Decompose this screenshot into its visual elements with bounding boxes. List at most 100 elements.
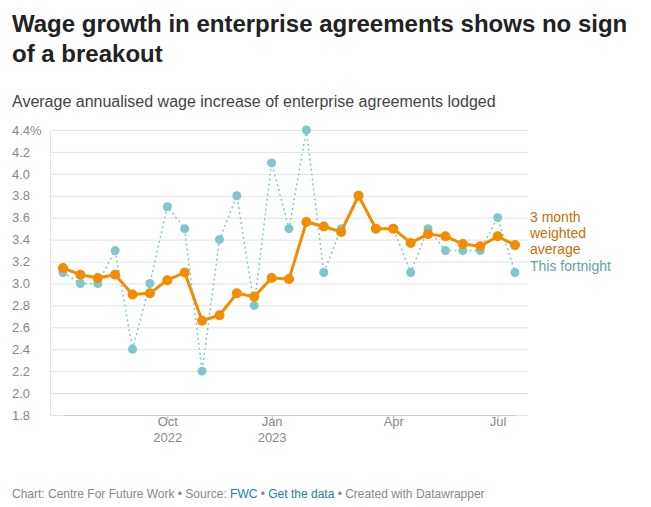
text-line: Wage growth in enterprise agreements sho…	[12, 10, 627, 37]
series	[59, 126, 520, 376]
y-tick-label: 3.6	[12, 210, 30, 225]
point	[76, 279, 85, 288]
point	[441, 246, 450, 255]
text-line: 2022	[153, 430, 182, 445]
y-tick: 4.2	[12, 145, 528, 160]
point	[197, 316, 207, 326]
point	[162, 275, 172, 285]
y-tick-label: 2.4	[12, 342, 30, 357]
point	[423, 229, 433, 239]
grid-line	[50, 371, 528, 372]
grid-line	[50, 174, 528, 175]
chart-title: Wage growth in enterprise agreements sho…	[12, 10, 627, 67]
y-tick: 3.6	[12, 210, 528, 225]
point	[371, 224, 380, 233]
footer-part: Get the data	[268, 487, 334, 501]
point	[267, 158, 276, 167]
x-tick: Jul	[490, 414, 507, 429]
point	[389, 224, 398, 233]
point	[319, 221, 329, 231]
y-tick-label: 3.2	[12, 254, 30, 269]
point	[232, 288, 242, 298]
series-line	[63, 196, 515, 321]
y-tick-label: 3.4	[12, 232, 30, 247]
footer-part: • Created with Datawrapper	[334, 487, 484, 501]
point	[267, 273, 277, 283]
series	[58, 191, 520, 326]
point	[475, 241, 485, 251]
grid-line	[50, 262, 528, 263]
text-line: Apr	[384, 414, 405, 429]
chart-subtitle: Average annualised wage increase of ente…	[12, 93, 496, 110]
point	[388, 224, 398, 234]
series-label: This fortnight	[530, 258, 611, 274]
x-tick-label: Jan2023	[258, 414, 287, 445]
y-tick: 3.2	[12, 254, 528, 269]
grid-line	[50, 349, 528, 350]
point	[285, 224, 294, 233]
point	[128, 345, 137, 354]
chart-container: Wage growth in enterprise agreements sho…	[0, 0, 651, 507]
point	[371, 224, 381, 234]
y-tick: 3.8	[12, 188, 528, 203]
grid-line	[50, 218, 528, 219]
point	[180, 224, 189, 233]
y-tick-label: 4.0	[12, 167, 30, 182]
x-tick-label: Apr	[384, 414, 405, 429]
point	[493, 231, 503, 241]
point	[110, 270, 120, 280]
y-tick: 2.0	[12, 386, 528, 401]
grid-line	[50, 327, 528, 328]
y-tick-label: 3.8	[12, 188, 30, 203]
text-line: Jan	[262, 414, 283, 429]
point	[458, 239, 468, 249]
x-tick: Oct2022	[153, 414, 182, 445]
plot-area	[58, 126, 520, 376]
text-line: 2023	[258, 430, 287, 445]
point	[440, 231, 450, 241]
text-line: Jul	[490, 414, 507, 429]
text-line: 3 month	[530, 209, 581, 225]
point	[354, 191, 364, 201]
series-line	[63, 130, 515, 371]
y-axis: 1.82.02.22.42.62.83.03.23.43.63.84.04.24…	[12, 123, 528, 423]
footer: Chart: Centre For Future Work • Source: …	[12, 487, 485, 501]
grid-line	[50, 130, 528, 131]
x-tick: Apr	[384, 414, 405, 429]
footer-part: FWC	[230, 487, 258, 501]
text-line: This fortnight	[530, 258, 611, 274]
y-tick-label: 2.2	[12, 364, 30, 379]
point	[111, 246, 120, 255]
point	[93, 273, 103, 283]
y-tick: 4.4%	[12, 123, 528, 138]
grid-line	[50, 393, 528, 394]
point	[145, 288, 155, 298]
x-tick-label: Jul	[490, 414, 507, 429]
point	[406, 268, 415, 277]
point	[336, 227, 346, 237]
point	[493, 213, 502, 222]
x-tick-label: Oct2022	[153, 414, 182, 445]
y-tick: 2.8	[12, 298, 528, 313]
point	[163, 202, 172, 211]
y-tick-label: 3.0	[12, 276, 30, 291]
grid-line	[50, 415, 528, 416]
point	[215, 235, 224, 244]
point	[406, 238, 416, 248]
point	[510, 240, 520, 250]
point	[232, 191, 241, 200]
y-tick-label: 2.6	[12, 320, 30, 335]
point	[319, 268, 328, 277]
text-line: of a breakout	[12, 40, 163, 67]
y-axis-line	[50, 131, 51, 416]
point	[249, 292, 259, 302]
point	[145, 279, 154, 288]
point	[180, 268, 190, 278]
text-line: Oct	[158, 414, 179, 429]
series-label: 3 monthweightedaverage	[529, 209, 586, 257]
point	[75, 270, 85, 280]
y-tick: 2.6	[12, 320, 528, 335]
y-tick: 2.4	[12, 342, 528, 357]
grid-line	[50, 196, 528, 197]
point	[198, 367, 207, 376]
